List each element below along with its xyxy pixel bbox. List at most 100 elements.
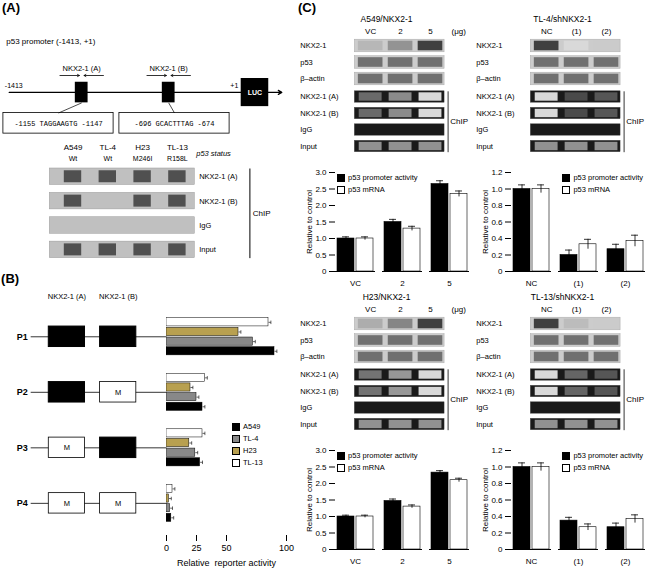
svg-text:0.5: 0.5 [315, 251, 327, 260]
svg-text:-1155 TAGGAAGTG -1147: -1155 TAGGAAGTG -1147 [14, 120, 102, 128]
svg-text:25: 25 [191, 543, 201, 553]
svg-text:NC: NC [526, 557, 538, 566]
svg-text:P2: P2 [17, 387, 28, 397]
svg-text:NKX2-1: NKX2-1 [300, 41, 326, 50]
svg-text:NKX2-1 (A): NKX2-1 (A) [300, 370, 339, 379]
svg-text:IgG: IgG [300, 125, 312, 134]
svg-text:2.5: 2.5 [315, 185, 327, 194]
svg-text:2: 2 [398, 27, 403, 36]
svg-text:VC: VC [350, 557, 361, 566]
svg-text:1.0: 1.0 [491, 185, 503, 194]
svg-text:A549/NKX2-1: A549/NKX2-1 [361, 14, 413, 24]
svg-text:0: 0 [498, 267, 503, 276]
svg-text:NKX2-1 (B): NKX2-1 (B) [476, 387, 515, 396]
svg-text:R158L: R158L [167, 155, 188, 162]
svg-text:5: 5 [428, 305, 433, 314]
svg-text:Relative to control: Relative to control [305, 190, 314, 254]
svg-text:β–actin: β–actin [300, 352, 324, 361]
svg-text:M: M [115, 499, 121, 508]
svg-text:Relative to control: Relative to control [481, 468, 490, 532]
svg-text:P4: P4 [17, 498, 28, 508]
svg-text:NKX2-1: NKX2-1 [300, 319, 326, 328]
svg-text:Relative to control: Relative to control [305, 468, 314, 532]
svg-text:NKX2-1 (A): NKX2-1 (A) [476, 370, 515, 379]
svg-text:(A): (A) [2, 0, 20, 15]
svg-text:ChIP: ChIP [450, 395, 468, 404]
svg-text:-696 GCACTTTAG -674: -696 GCACTTTAG -674 [135, 120, 215, 128]
svg-text:VC: VC [350, 279, 361, 288]
svg-text:(2): (2) [621, 279, 631, 288]
svg-text:(1): (1) [572, 305, 582, 314]
svg-text:1.0: 1.0 [315, 234, 327, 243]
svg-text:-1413: -1413 [5, 82, 23, 89]
svg-text:NKX2-1 (B): NKX2-1 (B) [300, 109, 339, 118]
svg-text:1.5: 1.5 [315, 218, 327, 227]
svg-text:p53 status: p53 status [195, 149, 231, 158]
svg-text:NC: NC [541, 27, 553, 36]
svg-text:5: 5 [447, 279, 452, 288]
svg-text:LUC: LUC [248, 89, 262, 96]
svg-text:1.0: 1.0 [315, 512, 327, 521]
svg-text:M246I: M246I [133, 155, 153, 162]
svg-text:0: 0 [498, 545, 503, 554]
svg-text:3.0: 3.0 [315, 446, 327, 455]
svg-text:(2): (2) [621, 557, 631, 566]
svg-text:Relative reporter activity: Relative reporter activity [177, 558, 277, 568]
svg-text:P1: P1 [17, 332, 28, 342]
svg-text:NKX2-1 (B): NKX2-1 (B) [150, 64, 189, 73]
svg-text:p53: p53 [476, 336, 489, 345]
svg-text:1.2: 1.2 [491, 446, 503, 455]
svg-text:ChIP: ChIP [626, 395, 644, 404]
svg-text:p53: p53 [476, 58, 489, 67]
svg-text:Wt: Wt [69, 155, 78, 162]
svg-text:β–actin: β–actin [476, 352, 500, 361]
svg-text:(1): (1) [572, 27, 582, 36]
svg-text:+1: +1 [230, 82, 238, 89]
svg-text:Input: Input [476, 420, 494, 429]
svg-text:IgG: IgG [476, 125, 488, 134]
svg-text:Input: Input [476, 142, 494, 151]
svg-text:0: 0 [322, 545, 327, 554]
svg-text:NKX2-1 (A): NKX2-1 (A) [300, 92, 339, 101]
svg-text:0.8: 0.8 [491, 201, 503, 210]
svg-text:5: 5 [428, 27, 433, 36]
svg-text:ChIP: ChIP [253, 209, 271, 218]
svg-text:IgG: IgG [476, 403, 488, 412]
svg-text:5: 5 [447, 557, 452, 566]
svg-text:0.8: 0.8 [491, 479, 503, 488]
svg-text:(B): (B) [1, 271, 19, 286]
svg-text:Relative to control: Relative to control [481, 190, 490, 254]
svg-text:(2): (2) [602, 305, 612, 314]
svg-text:NC: NC [541, 305, 553, 314]
svg-text:NKX2-1 (B): NKX2-1 (B) [99, 292, 138, 301]
svg-text:p53 promoter (-1413, +1): p53 promoter (-1413, +1) [6, 37, 95, 46]
svg-text:M: M [115, 388, 121, 397]
svg-text:NKX2-1: NKX2-1 [476, 41, 502, 50]
svg-text:3.0: 3.0 [315, 168, 327, 177]
svg-text:NKX2-1 (B): NKX2-1 (B) [476, 109, 515, 118]
svg-text:0: 0 [164, 543, 169, 553]
svg-text:0.4: 0.4 [491, 512, 503, 521]
svg-text:NKX2-1 (B): NKX2-1 (B) [199, 197, 238, 206]
svg-text:NKX2-1 (B): NKX2-1 (B) [300, 387, 339, 396]
svg-text:TL-13: TL-13 [167, 143, 188, 152]
svg-text:2: 2 [400, 557, 405, 566]
svg-text:0.2: 0.2 [491, 251, 503, 260]
svg-text:100: 100 [279, 543, 294, 553]
svg-text:TL-13/shNKX2-1: TL-13/shNKX2-1 [531, 292, 595, 302]
svg-text:H23: H23 [135, 143, 150, 152]
svg-text:(μg): (μg) [451, 305, 466, 314]
svg-text:NKX2-1 (A): NKX2-1 (A) [48, 292, 87, 301]
svg-text:IgG: IgG [300, 403, 312, 412]
svg-text:0.2: 0.2 [491, 529, 503, 538]
svg-text:NKX2-1 (A): NKX2-1 (A) [199, 172, 238, 181]
svg-text:(μg): (μg) [451, 27, 466, 36]
svg-text:β–actin: β–actin [300, 74, 324, 83]
svg-text:NKX2-1 (A): NKX2-1 (A) [63, 64, 102, 73]
svg-text:(1): (1) [574, 557, 584, 566]
svg-text:ChIP: ChIP [626, 117, 644, 126]
svg-text:TL-4: TL-4 [100, 143, 117, 152]
svg-text:(2): (2) [602, 27, 612, 36]
svg-text:0.5: 0.5 [315, 529, 327, 538]
svg-text:VC: VC [365, 27, 376, 36]
